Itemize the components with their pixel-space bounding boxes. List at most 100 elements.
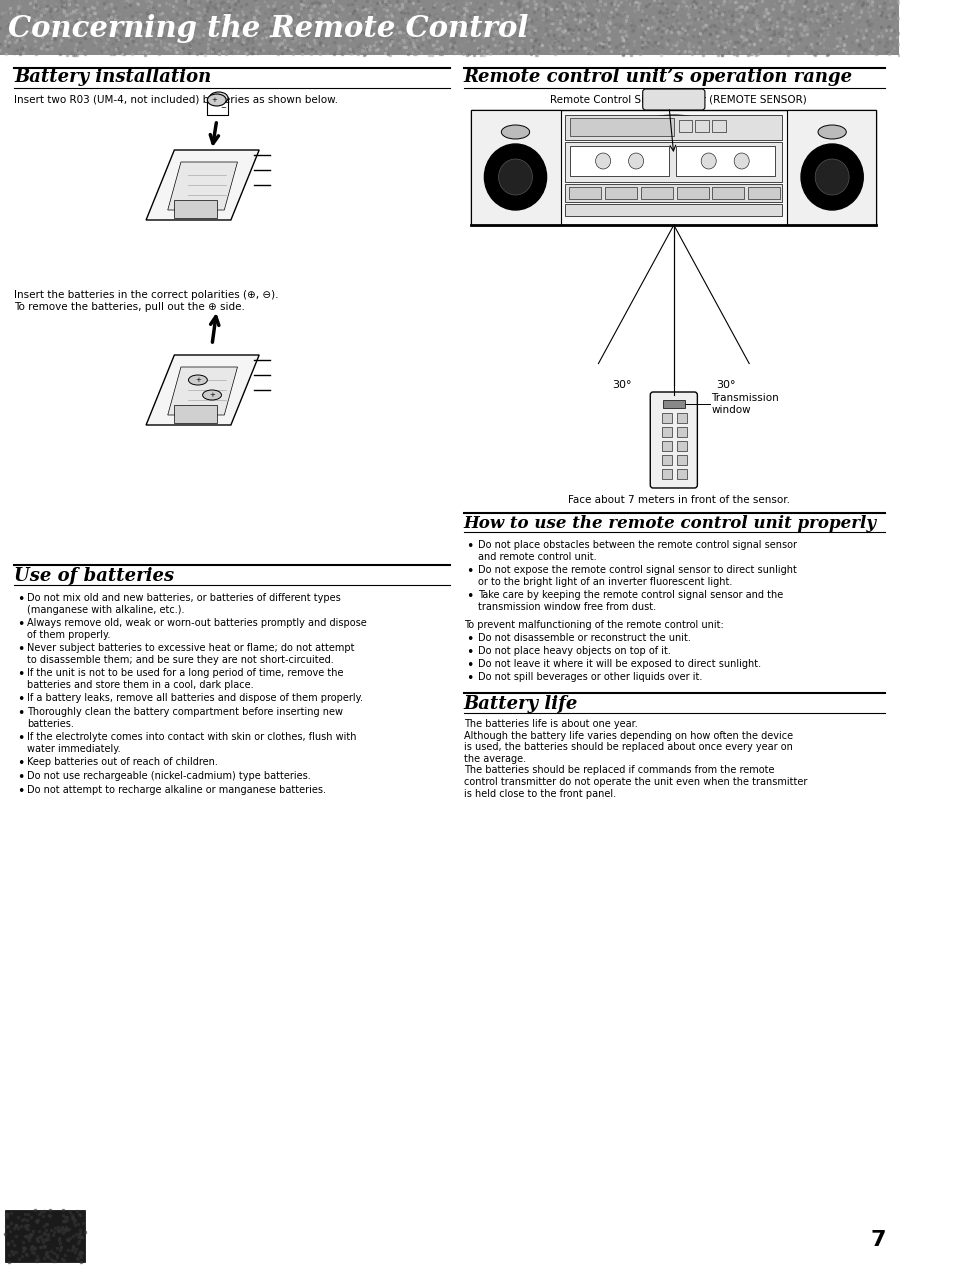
- Bar: [676, 470, 686, 478]
- Circle shape: [700, 154, 716, 169]
- Text: If the unit is not to be used for a long period of time, remove the
batteries an: If the unit is not to be used for a long…: [28, 667, 343, 689]
- Text: Keep batteries out of reach of children.: Keep batteries out of reach of children.: [28, 758, 218, 766]
- Bar: [0, 0, 898, 55]
- Text: Do not use rechargeable (nickel-cadmium) type batteries.: Do not use rechargeable (nickel-cadmium)…: [28, 772, 311, 780]
- Text: Do not mix old and new batteries, or batteries of different types
(manganese wit: Do not mix old and new batteries, or bat…: [28, 593, 341, 614]
- Text: •: •: [17, 593, 25, 607]
- Text: •: •: [466, 659, 474, 673]
- Text: 7: 7: [869, 1230, 885, 1250]
- Polygon shape: [146, 355, 259, 425]
- Circle shape: [628, 154, 643, 169]
- Bar: [565, 142, 781, 181]
- Text: •: •: [17, 758, 25, 770]
- Text: Always remove old, weak or worn-out batteries promptly and dispose
of them prope: Always remove old, weak or worn-out batt…: [28, 618, 367, 640]
- Circle shape: [801, 143, 862, 209]
- Bar: [565, 115, 781, 140]
- Bar: [604, 187, 637, 199]
- Polygon shape: [168, 162, 237, 209]
- Text: If the electrolyte comes into contact with skin or clothes, flush with
water imm: If the electrolyte comes into contact wi…: [28, 732, 356, 754]
- Bar: [174, 405, 216, 423]
- Bar: [676, 412, 686, 423]
- Text: •: •: [17, 772, 25, 784]
- Bar: [660, 442, 671, 450]
- Text: Insert the batteries in the correct polarities (⊕, ⊖).
To remove the batteries, : Insert the batteries in the correct pola…: [14, 291, 278, 312]
- Text: 30°: 30°: [715, 379, 735, 390]
- Bar: [471, 110, 560, 225]
- Text: How to use the remote control unit properly: How to use the remote control unit prope…: [463, 515, 876, 532]
- Text: Insert two R03 (UM-4, not included) batteries as shown below.: Insert two R03 (UM-4, not included) batt…: [14, 94, 337, 104]
- Bar: [660, 426, 671, 437]
- Ellipse shape: [817, 126, 845, 140]
- Text: 30°: 30°: [612, 379, 631, 390]
- Bar: [660, 470, 671, 478]
- Text: Take care by keeping the remote control signal sensor and the
transmission windo: Take care by keeping the remote control …: [477, 590, 782, 612]
- Text: •: •: [17, 618, 25, 631]
- Bar: [565, 204, 781, 216]
- Text: Transmission
window: Transmission window: [711, 393, 779, 415]
- Bar: [660, 412, 671, 423]
- Text: •: •: [466, 590, 474, 603]
- Text: Use of batteries: Use of batteries: [14, 567, 174, 585]
- Ellipse shape: [202, 390, 221, 400]
- Text: Do not place heavy objects on top of it.: Do not place heavy objects on top of it.: [477, 646, 670, 656]
- Text: The batteries life is about one year.
Although the battery life varies depending: The batteries life is about one year. Al…: [463, 720, 806, 798]
- Text: Thoroughly clean the battery compartment before inserting new
batteries.: Thoroughly clean the battery compartment…: [28, 707, 343, 728]
- Bar: [660, 456, 671, 464]
- Text: •: •: [466, 565, 474, 577]
- Text: Battery installation: Battery installation: [14, 69, 212, 86]
- Text: Do not place obstacles between the remote control signal sensor
and remote contr: Do not place obstacles between the remot…: [477, 541, 796, 562]
- Bar: [675, 146, 774, 176]
- Ellipse shape: [207, 94, 226, 107]
- Text: •: •: [17, 732, 25, 745]
- Text: •: •: [466, 633, 474, 646]
- Text: To prevent malfunctioning of the remote control unit:: To prevent malfunctioning of the remote …: [463, 621, 722, 629]
- Text: +: +: [194, 377, 201, 383]
- Bar: [640, 187, 672, 199]
- Bar: [747, 187, 780, 199]
- Bar: [569, 187, 600, 199]
- Text: Do not expose the remote control signal sensor to direct sunlight
or to the brig: Do not expose the remote control signal …: [477, 565, 796, 586]
- Bar: [661, 400, 684, 409]
- Circle shape: [814, 159, 848, 195]
- Text: •: •: [17, 693, 25, 706]
- Polygon shape: [146, 150, 259, 220]
- Text: Never subject batteries to excessive heat or flame; do not attempt
to disassembl: Never subject batteries to excessive hea…: [28, 643, 355, 665]
- Text: Concerning the Remote Control: Concerning the Remote Control: [8, 14, 528, 42]
- Text: •: •: [17, 667, 25, 681]
- Bar: [712, 187, 743, 199]
- Bar: [471, 110, 876, 225]
- Bar: [676, 442, 686, 450]
- Bar: [712, 121, 725, 132]
- Ellipse shape: [189, 376, 207, 385]
- Text: Do not disassemble or reconstruct the unit.: Do not disassemble or reconstruct the un…: [477, 633, 690, 643]
- Ellipse shape: [501, 126, 529, 140]
- Text: •: •: [466, 673, 474, 685]
- Text: •: •: [17, 643, 25, 656]
- Bar: [5, 1211, 85, 1261]
- Bar: [678, 121, 691, 132]
- Text: •: •: [17, 786, 25, 798]
- Bar: [676, 187, 708, 199]
- Text: Do not spill beverages or other liquids over it.: Do not spill beverages or other liquids …: [477, 673, 701, 681]
- Text: If a battery leaks, remove all batteries and dispose of them properly.: If a battery leaks, remove all batteries…: [28, 693, 363, 703]
- Text: •: •: [17, 707, 25, 720]
- Circle shape: [595, 154, 610, 169]
- Bar: [570, 118, 673, 136]
- FancyBboxPatch shape: [642, 89, 704, 110]
- FancyBboxPatch shape: [650, 392, 697, 489]
- Text: Remote Control Signal Sensor (REMOTE SENSOR): Remote Control Signal Sensor (REMOTE SEN…: [550, 95, 806, 105]
- Circle shape: [484, 143, 546, 209]
- Bar: [565, 184, 781, 202]
- Text: Do not attempt to recharge alkaline or manganese batteries.: Do not attempt to recharge alkaline or m…: [28, 786, 326, 794]
- Text: Face about 7 meters in front of the sensor.: Face about 7 meters in front of the sens…: [567, 495, 789, 505]
- Text: Battery life: Battery life: [463, 695, 578, 713]
- Text: •: •: [466, 646, 474, 659]
- Circle shape: [498, 159, 532, 195]
- Text: •: •: [466, 541, 474, 553]
- Text: Do not leave it where it will be exposed to direct sunlight.: Do not leave it where it will be exposed…: [477, 659, 760, 669]
- Ellipse shape: [209, 91, 228, 104]
- Bar: [174, 201, 216, 218]
- Bar: [570, 146, 668, 176]
- Bar: [676, 426, 686, 437]
- Bar: [695, 121, 708, 132]
